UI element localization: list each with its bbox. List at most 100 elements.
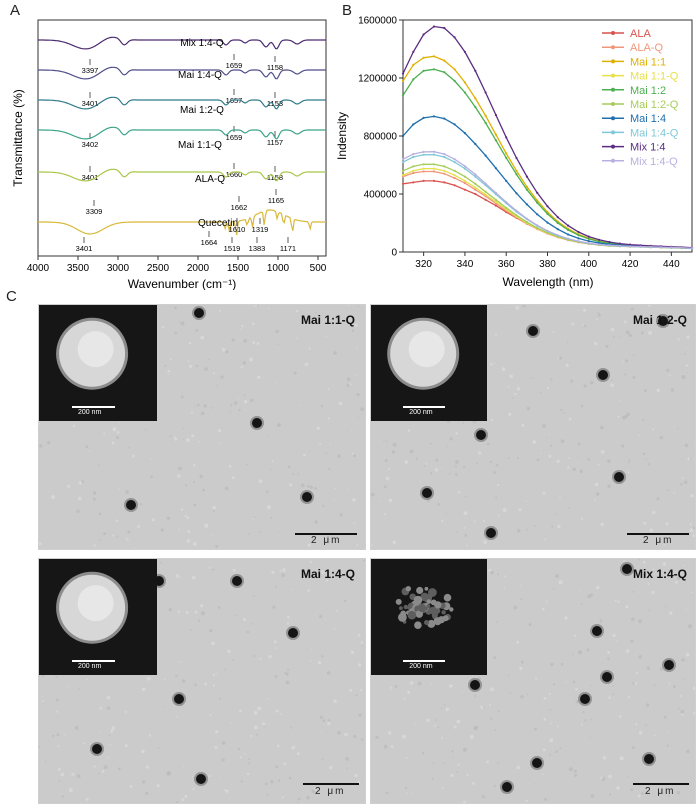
fluorescence-data-point <box>505 136 508 139</box>
ftir-series-label: Quecetin <box>198 218 238 229</box>
ftir-peak-label: 1171 <box>280 244 296 253</box>
fluorescence-data-point <box>567 237 570 240</box>
tem-scale-label: 2 μm <box>311 535 342 546</box>
fluorescence-data-point <box>567 238 570 241</box>
nanoparticle <box>664 660 674 670</box>
fluorescence-data-point <box>494 133 497 136</box>
fluorescence-data-point <box>484 195 487 198</box>
nanoparticle <box>502 782 512 792</box>
fluorescence-data-point <box>680 246 683 249</box>
fluorescence-data-point <box>587 237 590 240</box>
fluorescence-data-point <box>505 152 508 155</box>
tem-inset: 200 nm <box>371 305 487 421</box>
fluorescence-data-point <box>680 247 683 250</box>
legend-marker <box>611 116 615 121</box>
fluorescence-plot-frame <box>402 19 693 253</box>
tem-image-mix-1-4-q: 200 nm Mix 1:4-Q 2 μm <box>370 558 696 804</box>
fluorescence-data-point <box>618 244 621 247</box>
legend-marker <box>611 130 615 135</box>
fluorescence-data-point <box>680 246 683 249</box>
fluorescence-data-point <box>412 123 415 126</box>
fluorescence-data-point <box>443 26 446 30</box>
aggregate-fragment <box>403 604 408 610</box>
fluorescence-data-point <box>639 245 642 248</box>
fluorescence-data-point <box>536 191 539 194</box>
legend-label: Mix 1:4 <box>630 142 665 154</box>
tem-image-mai-1-2-q: 200 nm Mai 1:2-Q 2 μm <box>370 304 696 550</box>
fluorescence-data-point <box>577 240 580 244</box>
inset-scale-bar <box>72 660 115 662</box>
fluorescence-data-point <box>608 241 611 245</box>
fluorescence-data-point <box>443 169 446 172</box>
aggregate-fragment <box>426 604 431 608</box>
ftir-plot-frame <box>37 19 327 257</box>
fluorescence-data-point <box>546 230 549 233</box>
fluorescence-data-point <box>422 153 425 156</box>
tem-label: Mai 1:1-Q <box>300 313 355 327</box>
nanoparticle <box>92 744 102 754</box>
aggregate-fragment <box>413 595 423 605</box>
fluorescence-data-point <box>412 63 415 66</box>
fluorescence-data-point <box>401 158 405 161</box>
fluorescence-data-point <box>680 246 683 249</box>
inset-scale-bar <box>72 406 115 408</box>
legend-label: Mai 1:4 <box>630 113 666 125</box>
fluorescence-data-point <box>556 234 559 237</box>
ftir-peak-label: 1383 <box>249 244 266 253</box>
fluorescence-data-point <box>639 245 642 248</box>
tem-inset: 200 nm <box>39 305 157 421</box>
fluorescence-data-point <box>525 222 529 225</box>
fluorescence-data-point <box>443 59 446 62</box>
fluorescence-data-point <box>556 220 559 223</box>
legend-label: ALA <box>630 28 651 40</box>
nanoparticle <box>614 472 624 482</box>
fluorescence-data-point <box>401 169 405 172</box>
nanoparticle-highlight <box>408 331 445 368</box>
fluorescence-data-point <box>546 232 549 235</box>
fluorescence-data-point <box>659 246 663 249</box>
aggregate-fragment <box>415 606 419 611</box>
ftir-peak-label: 1610 <box>229 225 246 234</box>
fluorescence-data-point <box>432 115 436 118</box>
fluorescence-data-point <box>629 244 632 247</box>
aggregate-fragment <box>417 603 427 613</box>
fluorescence-data-point <box>649 245 652 248</box>
ftir-peak-label: 3401 <box>82 173 99 182</box>
ftir-x-tick-label: 3500 <box>67 263 90 274</box>
fluorescence-data-point <box>577 241 580 244</box>
fluorescence-data-point <box>432 55 436 58</box>
fluorescence-data-point <box>618 245 621 248</box>
fluorescence-data-point <box>494 191 497 194</box>
legend-marker <box>611 73 615 78</box>
fluorescence-data-point <box>432 68 436 71</box>
fluorescence-data-point <box>546 212 549 215</box>
aggregate-fragment <box>443 593 452 602</box>
fluorescence-data-point <box>432 150 436 153</box>
fluorescence-data-point <box>494 198 497 201</box>
panel-b-letter: B <box>342 2 353 19</box>
fluorescence-x-tick-label: 440 <box>663 259 680 270</box>
tem-inset-image <box>371 559 487 675</box>
nanoparticle <box>470 680 480 690</box>
fluorescence-data-point <box>639 245 642 248</box>
fluorescence-data-point <box>567 227 570 230</box>
fluorescence-data-point <box>670 246 673 249</box>
fluorescence-data-point <box>670 246 673 249</box>
fluorescence-data-point <box>629 245 632 248</box>
ftir-peak-label: 1165 <box>268 196 284 205</box>
fluorescence-data-point <box>670 246 673 249</box>
fluorescence-data-point <box>659 246 663 249</box>
fluorescence-data-point <box>525 175 529 178</box>
ftir-x-tick-label: 2500 <box>147 263 170 274</box>
fluorescence-data-point <box>567 239 570 242</box>
tem-scale-label: 2 μm <box>315 786 346 797</box>
tem-scale-bar <box>633 783 689 785</box>
fluorescence-data-point <box>608 244 611 247</box>
fluorescence-data-point <box>670 246 673 249</box>
fluorescence-data-point <box>556 235 559 238</box>
fluorescence-data-point <box>577 240 580 243</box>
fluorescence-data-point <box>618 242 621 245</box>
fluorescence-data-point <box>536 227 539 230</box>
legend-label: Mai 1:1-Q <box>630 71 679 83</box>
fluorescence-data-point <box>618 245 621 248</box>
